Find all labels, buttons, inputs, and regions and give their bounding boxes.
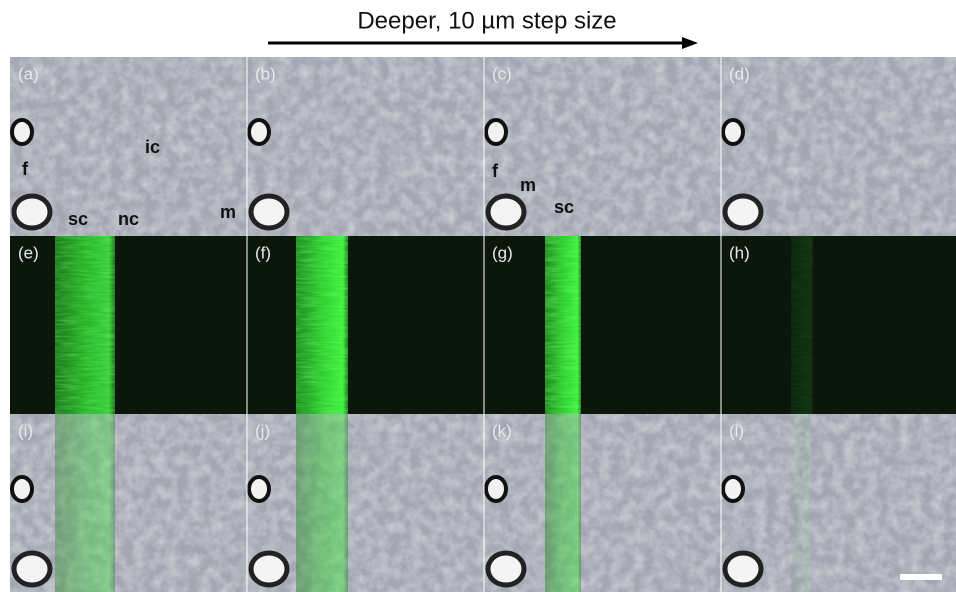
panel: (j): [247, 414, 484, 592]
scale-bar: [900, 574, 942, 580]
panel-background: [10, 236, 247, 414]
structure: [725, 196, 761, 228]
fluorescence-texture: [55, 236, 115, 414]
structure: [488, 553, 524, 585]
fluorescence-texture: [545, 236, 581, 414]
annotation: m: [520, 175, 536, 195]
panel-label: (d): [729, 64, 750, 83]
structure: [249, 477, 269, 501]
page: {"header": {"title": "Deeper, 10 µm step…: [0, 0, 956, 592]
structure: [14, 196, 50, 228]
panel: (f): [247, 236, 484, 414]
depth-arrow-head: [682, 37, 698, 49]
panel-label: (k): [492, 421, 512, 440]
structure: [488, 196, 524, 228]
panel: (d): [721, 57, 956, 236]
fluorescence-band: [545, 414, 581, 592]
structure: [251, 196, 287, 228]
panel: (b): [247, 57, 484, 236]
structure: [723, 477, 743, 501]
panel-label: (l): [729, 421, 744, 440]
fluorescence-band: [55, 414, 115, 592]
panel-background: [721, 236, 956, 414]
fluorescence-texture: [791, 236, 813, 414]
structure: [12, 477, 32, 501]
panel: (c) f msc: [484, 57, 721, 236]
structure: [725, 553, 761, 585]
panel-label: (e): [18, 243, 39, 262]
panel: (k): [484, 414, 721, 592]
structure: [14, 553, 50, 585]
panel-label: (a): [18, 64, 39, 83]
annotation: ic: [145, 137, 160, 157]
panel: (h): [721, 236, 956, 414]
annotation: f: [22, 159, 29, 179]
figure-title: Deeper, 10 µm step size: [357, 7, 616, 34]
panel: (a) f ic sc nc m: [10, 57, 247, 236]
annotation: nc: [118, 209, 139, 229]
structure: [249, 120, 269, 144]
structure: [486, 477, 506, 501]
panel-label: (c): [492, 64, 512, 83]
panel-background: [484, 236, 721, 414]
panel-label: (j): [255, 421, 270, 440]
panel-label: (b): [255, 64, 276, 83]
panel: (l): [721, 414, 956, 592]
panel-label: (h): [729, 243, 750, 262]
structure: [251, 553, 287, 585]
fluorescence-band: [296, 414, 348, 592]
structure: [12, 120, 32, 144]
panel: (i): [10, 414, 247, 592]
annotation: m: [220, 202, 236, 222]
panel-background: [247, 236, 484, 414]
panel-label: (g): [492, 243, 513, 262]
panel: (e): [10, 236, 247, 414]
annotation: sc: [554, 197, 574, 217]
annotation: f: [492, 161, 499, 181]
fluorescence-texture: [296, 236, 348, 414]
structure: [486, 120, 506, 144]
fluorescence-band: [791, 414, 813, 592]
panel-label: (f): [255, 243, 271, 262]
annotation: sc: [68, 209, 88, 229]
panel: (g): [484, 236, 721, 414]
figure: Deeper, 10 µm step size (a) f ic sc nc m (b) (c…: [0, 0, 956, 592]
structure: [723, 120, 743, 144]
panel-label: (i): [18, 421, 33, 440]
